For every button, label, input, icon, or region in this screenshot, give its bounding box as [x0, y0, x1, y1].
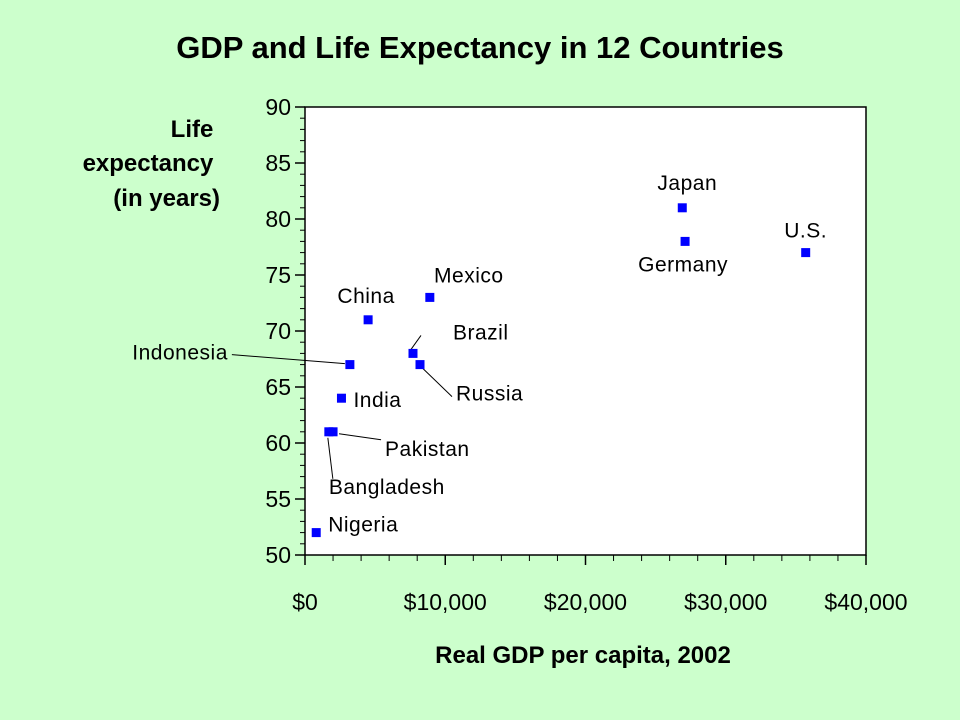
point-mexico [425, 292, 435, 302]
point-india [336, 393, 346, 403]
data-points [311, 203, 811, 538]
y-tick-label: 90 [265, 94, 291, 120]
y-tick-label: 60 [265, 430, 291, 456]
label-russia: Russia [456, 383, 523, 406]
y-tick-label: 70 [265, 318, 291, 344]
x-tick-label: $10,000 [404, 589, 487, 615]
plot-area [304, 106, 867, 556]
y-axis-title-line-1: Life [171, 116, 214, 143]
label-japan: Japan [657, 172, 717, 195]
leader-indonesia [231, 354, 345, 365]
label-u-s: U.S. [784, 220, 827, 243]
y-tick-label: 50 [265, 542, 291, 568]
label-nigeria: Nigeria [328, 514, 398, 537]
leader-lines [231, 335, 453, 479]
label-bangladesh: Bangladesh [329, 476, 445, 499]
point-u-s [801, 248, 811, 258]
y-axis: 50 55 60 65 70 75 80 85 90 [265, 94, 305, 568]
point-indonesia [345, 360, 355, 370]
point-russia [415, 360, 425, 370]
leader-russia [422, 368, 453, 397]
label-mexico: Mexico [434, 264, 504, 287]
point-nigeria [311, 528, 321, 538]
x-tick-label: $0 [292, 589, 318, 615]
x-tick-label: $30,000 [684, 589, 767, 615]
point-china [363, 315, 373, 325]
x-tick-label: $40,000 [824, 589, 907, 615]
chart-title: GDP and Life Expectancy in 12 Countries [176, 30, 784, 65]
label-indonesia: Indonesia [132, 342, 228, 365]
point-japan [677, 203, 687, 213]
label-germany: Germany [638, 253, 728, 276]
y-axis-title-line-3: (in years) [113, 185, 220, 212]
x-axis-title: Real GDP per capita, 2002 [435, 642, 731, 669]
point-germany [680, 236, 690, 246]
label-brazil: Brazil [453, 321, 509, 344]
leader-pakistan [338, 433, 382, 441]
label-pakistan: Pakistan [385, 438, 470, 461]
point-brazil [408, 348, 418, 358]
label-india: India [353, 389, 401, 412]
point-labels: Japan Germany U.S. Mexico China Brazil Russia I… [132, 172, 827, 537]
y-axis-title: Life expectancy (in years) [83, 116, 220, 212]
y-tick-label: 65 [265, 374, 291, 400]
x-tick-label: $20,000 [544, 589, 627, 615]
leader-brazil [410, 335, 422, 350]
y-tick-label: 55 [265, 486, 291, 512]
label-china: China [337, 285, 394, 308]
y-tick-label: 85 [265, 150, 291, 176]
y-tick-label: 80 [265, 206, 291, 232]
x-axis: $0 $10,000 $20,000 $30,000 $40,000 [292, 555, 908, 615]
y-axis-title-line-2: expectancy [83, 150, 214, 177]
point-bangladesh [324, 427, 334, 437]
y-tick-label: 75 [265, 262, 291, 288]
leader-bangladesh [327, 437, 334, 479]
